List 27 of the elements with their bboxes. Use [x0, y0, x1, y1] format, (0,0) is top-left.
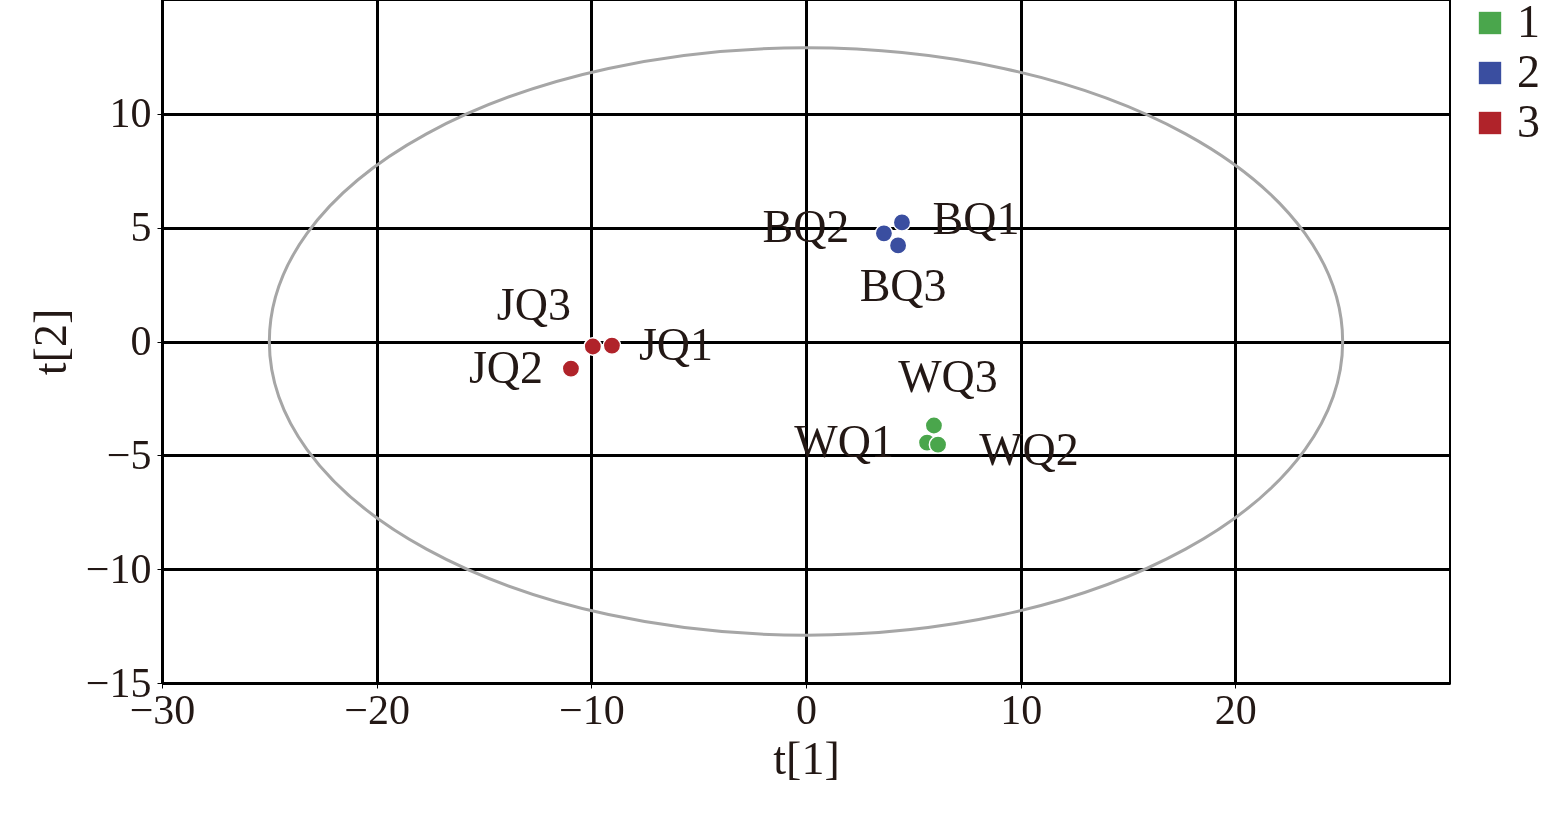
- point: [874, 223, 894, 243]
- x-tick-label: 0: [796, 686, 817, 733]
- y-axis-title: t[2]: [24, 308, 76, 376]
- point: [892, 213, 912, 232]
- y-tick-label: −10: [85, 545, 152, 592]
- x-tick-label: −10: [558, 686, 625, 733]
- y-tick-label: −5: [106, 431, 152, 478]
- y-tick-label: 5: [130, 204, 152, 251]
- annotation: JQ3: [496, 278, 571, 330]
- annotation: BQ3: [859, 260, 947, 312]
- point: [583, 337, 603, 356]
- y-tick-label: 10: [109, 90, 152, 137]
- x-tick-label: 20: [1214, 686, 1257, 733]
- annotation: JQ2: [468, 341, 543, 393]
- y-tick-label: 0: [130, 318, 152, 364]
- x-tick-label: −20: [344, 686, 411, 733]
- annotation: WQ3: [898, 350, 998, 402]
- point: [924, 416, 944, 435]
- legend-label: 1: [1517, 0, 1540, 47]
- point: [888, 236, 908, 255]
- legend-label: 2: [1517, 46, 1540, 97]
- point: [602, 336, 622, 355]
- x-tick-label: 10: [1000, 686, 1043, 733]
- legend-label: 3: [1517, 96, 1540, 147]
- point: [928, 435, 948, 455]
- x-axis-title: t[1]: [773, 732, 840, 784]
- point: [561, 359, 581, 378]
